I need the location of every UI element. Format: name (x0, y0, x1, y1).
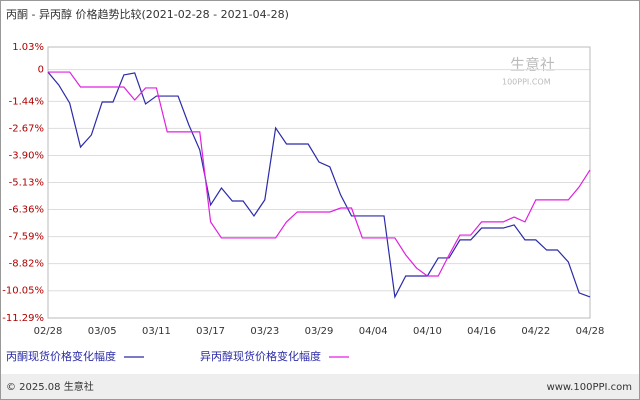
footer-right: www.100PPI.com (547, 382, 632, 393)
legend-label: 异丙醇现货价格变化幅度 (200, 349, 321, 363)
y-tick-label: -11.29% (2, 313, 44, 324)
x-tick-label: 04/04 (359, 326, 388, 337)
x-tick-label: 02/28 (34, 326, 63, 337)
plot-border (47, 46, 591, 319)
watermark: 生意社 (510, 56, 555, 74)
footer-left: © 2025.08 生意社 (6, 380, 94, 393)
y-tick-label: 0 (38, 65, 44, 76)
series-line (47, 71, 591, 299)
watermark-sub: 100PPI.COM (502, 78, 551, 87)
footer-bar (1, 374, 639, 399)
x-tick-label: 04/10 (413, 326, 442, 337)
x-tick-label: 03/05 (88, 326, 117, 337)
x-tick-label: 04/16 (467, 326, 496, 337)
chart-title: 丙酮 - 异丙醇 价格趋势比较(2021-02-28 - 2021-04-28) (6, 7, 289, 21)
y-tick-label: -1.44% (9, 96, 44, 107)
x-tick-label: 03/17 (196, 326, 225, 337)
x-tick-label: 03/11 (142, 326, 171, 337)
y-tick-label: 1.03% (12, 42, 44, 53)
y-tick-label: -10.05% (2, 286, 44, 297)
y-tick-label: -3.90% (9, 150, 44, 161)
x-tick-label: 04/28 (576, 326, 605, 337)
x-tick-label: 04/22 (521, 326, 550, 337)
legend-label: 丙酮现货价格变化幅度 (6, 349, 116, 363)
y-tick-label: -2.67% (9, 123, 44, 134)
y-tick-label: -8.82% (9, 259, 44, 270)
series-line (48, 71, 591, 277)
x-tick-label: 03/23 (250, 326, 279, 337)
y-tick-label: -5.13% (9, 178, 44, 189)
y-tick-label: -6.36% (9, 205, 44, 216)
y-tick-label: -7.59% (9, 232, 44, 243)
x-tick-label: 03/29 (305, 326, 334, 337)
